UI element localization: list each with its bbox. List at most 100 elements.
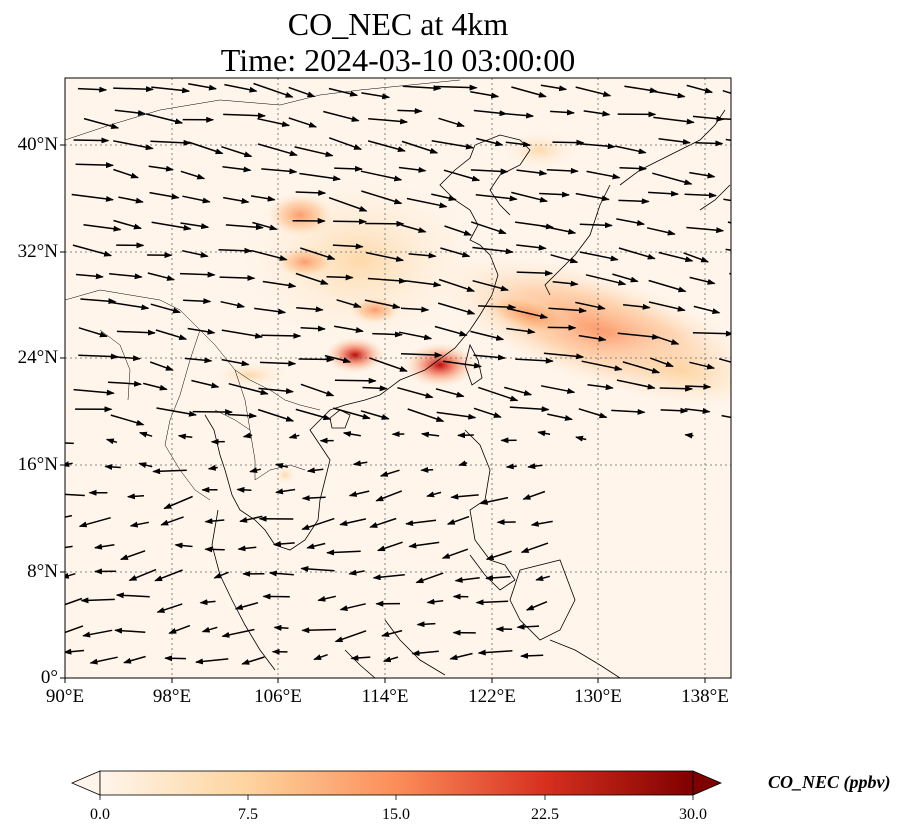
wind-vector-arrow (182, 249, 209, 258)
wind-vector-arrow (438, 278, 476, 292)
wind-vector-arrow (73, 388, 115, 396)
wind-vector-arrow (539, 191, 570, 198)
wind-vector-arrow (470, 221, 507, 235)
wind-vector-arrow (306, 467, 324, 474)
wind-vector-arrow (479, 496, 509, 505)
wind-vector-arrow (402, 85, 442, 92)
wind-vector-arrow (333, 325, 364, 333)
colorbar-min-extension (70, 770, 101, 796)
wind-vector-arrow (201, 626, 218, 633)
colorbar-tick-30: 30.0 (679, 806, 707, 823)
wind-vector-arrow (579, 251, 619, 262)
wind-vector-arrow (306, 542, 326, 550)
wind-vector-arrow (300, 565, 335, 572)
wind-vector-arrow (295, 189, 327, 196)
wind-vector-arrow (234, 601, 259, 610)
wind-vector-arrow (65, 545, 73, 549)
wind-vector-arrow (522, 490, 546, 500)
wind-vector-arrow (147, 272, 176, 281)
wind-vector-arrow (684, 408, 711, 414)
wind-vector-arrow (686, 226, 725, 234)
wind-vector-arrow (257, 408, 295, 422)
wind-vector-arrow (473, 109, 508, 117)
wind-vector-arrow (313, 653, 328, 661)
wind-vector-arrow (332, 407, 371, 420)
wind-vector-arrow (552, 280, 579, 287)
wind-vector-arrow (440, 247, 471, 258)
wind-vector-arrow (475, 193, 518, 202)
wind-vector-arrow (546, 167, 579, 174)
wind-vector-arrow (653, 335, 680, 345)
wind-vector-arrow (259, 360, 297, 367)
wind-vector-arrow (114, 109, 146, 116)
wind-vector-arrow (72, 244, 113, 257)
wind-vector-arrow (160, 516, 184, 526)
wind-vector-arrow (478, 304, 517, 311)
wind-vector-arrow (237, 545, 257, 552)
wind-vector-arrow (454, 576, 480, 583)
wind-vector-arrow (368, 117, 409, 125)
wind-vector-arrow (689, 171, 716, 179)
wind-vector-arrow (204, 546, 225, 553)
wind-vector-arrow (360, 170, 403, 182)
wind-vector-arrow (652, 172, 693, 186)
wind-vector-arrow (128, 568, 157, 582)
wind-vector-arrow (689, 276, 716, 285)
wind-vector-arrow (505, 141, 531, 148)
wind-vector-arrow (108, 301, 150, 311)
wind-vector-arrow (511, 191, 548, 203)
wind-vector-arrow (578, 334, 607, 342)
wind-vector-arrow (444, 225, 473, 236)
lat-label-8n: 8°N (27, 561, 58, 582)
wind-vector-arrow (273, 624, 289, 631)
wind-vector-arrow (65, 493, 85, 497)
wind-vector-arrow (527, 463, 543, 470)
wind-vector-arrow (163, 495, 193, 510)
wind-vector-arrow (262, 280, 297, 289)
wind-vector-arrow (547, 413, 573, 421)
wind-vector-arrow (183, 298, 212, 305)
wind-vector-arrow (616, 379, 656, 390)
wind-vector-arrow (221, 329, 264, 339)
wind-vector-arrow (149, 361, 174, 371)
lon-label-90e: 90°E (45, 686, 85, 707)
wind-vector-arrow (543, 352, 585, 360)
wind-vector-arrow (470, 168, 509, 175)
wind-vector-arrow (218, 247, 253, 254)
wind-vector-arrow (78, 516, 111, 528)
wind-vector-arrow (252, 221, 278, 231)
wind-vector-arrow (257, 117, 291, 127)
wind-vector-arrow (164, 655, 187, 662)
wind-vector-arrow (435, 84, 478, 91)
wind-vector-arrow (333, 218, 368, 225)
wind-vector-arrow (156, 407, 197, 417)
wind-vector-arrow (520, 542, 549, 554)
wind-vector-arrow (342, 431, 361, 438)
wind-vector-arrow (151, 86, 191, 94)
wind-vector-arrow (404, 279, 442, 288)
wind-vector-arrow (506, 307, 549, 320)
lon-label-98e: 98°E (152, 686, 192, 707)
wind-vector-arrow (339, 518, 367, 527)
wind-vector-arrow (720, 118, 731, 120)
wind-vector-arrow (472, 246, 514, 255)
wind-vector-arrow (619, 165, 648, 172)
wind-vector-arrow (722, 89, 731, 95)
wind-vector-arrow (372, 331, 403, 338)
wind-vector-arrow (689, 361, 716, 370)
wind-vector-arrow (219, 274, 256, 281)
wind-vector-arrow (581, 360, 623, 372)
wind-vector-arrow (223, 112, 266, 119)
wind-vector-arrow (473, 354, 506, 361)
wind-vector-arrow (83, 223, 122, 232)
wind-vector-arrow (401, 140, 439, 154)
wind-vector-arrow (228, 382, 269, 396)
wind-vector-arrow (693, 305, 721, 315)
wind-vector-arrow (257, 143, 298, 157)
wind-vector-arrow (261, 168, 298, 175)
wind-vector-arrow (89, 656, 118, 665)
lon-label-122e: 122°E (468, 686, 516, 707)
wind-vector-arrow (148, 165, 174, 172)
wind-vector-arrow (261, 332, 302, 339)
